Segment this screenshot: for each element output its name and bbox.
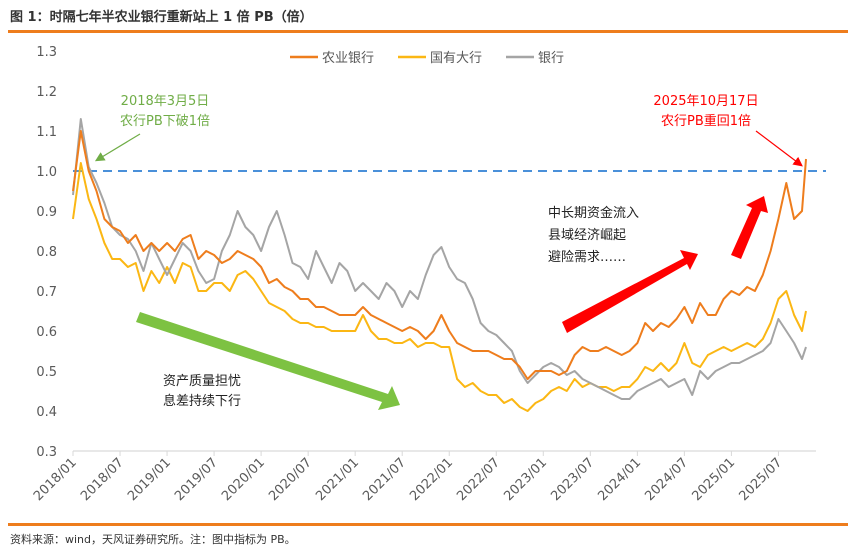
rise-trend-arrow-2 [731,196,768,259]
annotation-break-text: 农行PB下破1倍 [120,114,210,129]
x-tick-label: 2021/01 [313,455,362,504]
rise-reason-3: 避险需求…… [548,250,626,265]
x-tick-label: 2018/07 [78,455,127,504]
footer-divider [8,523,848,526]
legend-label: 银行 [538,51,564,66]
rise-trend-arrow-1 [562,250,698,333]
annotation-return-arrow [755,130,803,167]
annotation-break-date: 2018年3月5日 [121,94,210,109]
x-tick-label: 2020/01 [219,455,268,504]
y-tick-label: 0.8 [36,245,57,260]
y-tick-label: 1.3 [36,45,57,60]
x-tick-label: 2023/01 [501,455,550,504]
annotation-return-text: 农行PB重回1倍 [661,113,751,129]
x-tick-label: 2024/01 [595,455,644,504]
x-tick-label: 2021/07 [360,455,409,504]
x-tick-label: 2022/01 [407,455,456,504]
y-tick-label: 0.5 [36,365,57,380]
x-tick-label: 2022/07 [454,455,503,504]
y-tick-label: 0.6 [36,325,57,340]
x-tick-label: 2020/07 [266,455,315,504]
annotation-return-date: 2025年10月17日 [653,94,758,109]
decline-reason-2: 息差持续下行 [163,393,241,409]
annotation-break-arrow [94,133,141,162]
y-tick-label: 0.4 [36,405,57,420]
line-chart: 0.3 0.4 0.5 0.6 0.7 0.8 0.9 1.0 1.1 1.2 1.3 2018/01… [31,45,826,504]
y-tick-label: 0.9 [36,205,57,220]
series-line-0 [72,130,807,380]
x-tick-label: 2024/07 [642,455,691,504]
decline-reason-1: 资产质量担忧 [163,374,241,389]
y-tick-label: 0.3 [36,445,57,460]
series-line-2 [72,118,807,400]
y-tick-label: 0.7 [36,285,57,300]
decline-trend-arrow [136,312,400,410]
rise-reason-2: 县域经济崛起 [548,228,626,243]
x-tick-label: 2023/07 [548,455,597,504]
y-tick-label: 1.1 [36,125,57,140]
x-tick-label: 2025/07 [736,455,785,504]
title-divider [8,30,848,33]
series-line-1 [72,162,807,412]
rise-reason-1: 中长期资金流入 [548,205,639,221]
x-tick-label: 2025/01 [689,455,738,504]
x-tick-label: 2019/01 [125,455,174,504]
x-tick-label: 2018/01 [31,455,80,504]
y-tick-label: 1.2 [36,85,57,100]
figure-title: 图 1：时隔七年半农业银行重新站上 1 倍 PB（倍） [10,10,313,25]
source-note: 资料来源：wind，天风证券研究所。注：图中指标为 PB。 [10,533,296,546]
x-tick-label: 2019/07 [172,455,221,504]
legend-label: 农业银行 [322,51,374,66]
y-tick-label: 1.0 [36,165,57,180]
legend-label: 国有大行 [430,51,482,66]
